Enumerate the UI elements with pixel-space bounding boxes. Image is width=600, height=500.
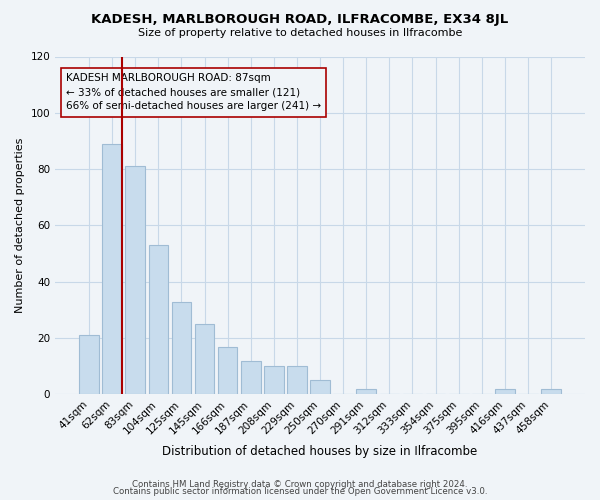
Text: Contains public sector information licensed under the Open Government Licence v3: Contains public sector information licen… [113, 488, 487, 496]
Bar [541, 389, 561, 394]
Text: Contains HM Land Registry data © Crown copyright and database right 2024.: Contains HM Land Registry data © Crown c… [132, 480, 468, 489]
Bar [241, 360, 260, 394]
Text: Size of property relative to detached houses in Ilfracombe: Size of property relative to detached ho… [138, 28, 462, 38]
Bar [149, 245, 168, 394]
Bar [195, 324, 214, 394]
Text: KADESH, MARLBOROUGH ROAD, ILFRACOMBE, EX34 8JL: KADESH, MARLBOROUGH ROAD, ILFRACOMBE, EX… [91, 12, 509, 26]
Bar [287, 366, 307, 394]
Bar [264, 366, 284, 394]
Bar [495, 389, 515, 394]
Bar [103, 144, 122, 395]
Text: KADESH MARLBOROUGH ROAD: 87sqm
← 33% of detached houses are smaller (121)
66% of: KADESH MARLBOROUGH ROAD: 87sqm ← 33% of … [66, 74, 321, 112]
Bar [310, 380, 330, 394]
Y-axis label: Number of detached properties: Number of detached properties [15, 138, 25, 313]
X-axis label: Distribution of detached houses by size in Ilfracombe: Distribution of detached houses by size … [163, 444, 478, 458]
Bar [79, 336, 99, 394]
Bar [125, 166, 145, 394]
Bar [218, 346, 238, 395]
Bar [172, 302, 191, 394]
Bar [356, 389, 376, 394]
